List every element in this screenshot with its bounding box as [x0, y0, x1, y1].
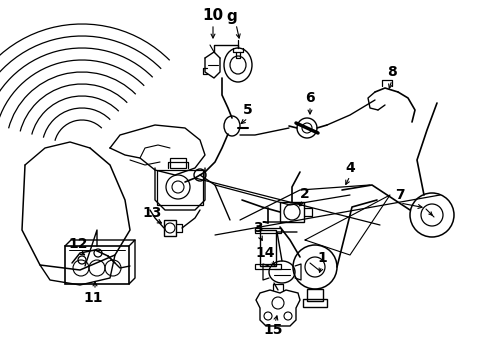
Bar	[255, 264, 281, 269]
Text: 15: 15	[263, 323, 283, 337]
Text: 6: 6	[305, 91, 315, 105]
Text: 5: 5	[243, 103, 253, 117]
Text: 14: 14	[255, 246, 275, 260]
Text: 7: 7	[395, 188, 405, 202]
Text: 12: 12	[68, 237, 88, 251]
Text: 2: 2	[300, 187, 310, 201]
Text: 4: 4	[345, 161, 355, 175]
Text: 13: 13	[142, 206, 162, 220]
Text: 11: 11	[83, 291, 103, 305]
Bar	[170, 158, 186, 168]
Bar	[280, 202, 304, 222]
Bar	[164, 220, 176, 236]
Text: 3: 3	[253, 221, 263, 235]
Bar	[255, 228, 281, 233]
Text: g: g	[227, 9, 237, 23]
Bar	[307, 289, 323, 301]
Bar	[260, 230, 276, 266]
Text: 10: 10	[202, 9, 223, 23]
Bar	[157, 170, 203, 205]
Bar	[65, 246, 129, 284]
Text: 1: 1	[317, 251, 327, 265]
Bar	[303, 299, 327, 307]
Text: 8: 8	[387, 65, 397, 79]
